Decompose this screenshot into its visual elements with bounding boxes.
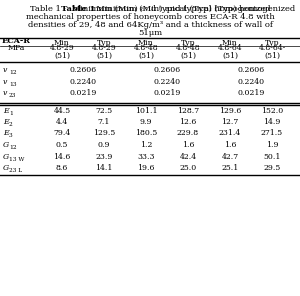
Text: Min: Min [54,39,70,47]
Text: G: G [3,164,9,172]
Text: G: G [3,153,9,161]
Text: 19.6: 19.6 [137,164,155,172]
Text: mechanical properties of honeycomb cores ECA-R 4.8 with: mechanical properties of honeycomb cores… [26,13,275,21]
Text: Table 1 :  Minimum (Min) and typical (Typ) homogenized: Table 1 : Minimum (Min) and typical (Typ… [30,5,270,13]
Text: 129.5: 129.5 [93,129,115,137]
Text: 14.6: 14.6 [53,153,70,161]
Text: 0.2240: 0.2240 [237,78,265,86]
Text: 4.8-64-: 4.8-64- [258,44,286,52]
Text: 129.6: 129.6 [219,107,241,115]
Text: 4.8-29: 4.8-29 [92,44,116,52]
Text: 8.6: 8.6 [56,164,68,172]
Text: Typ: Typ [181,39,195,47]
Text: 0.0219: 0.0219 [237,89,265,97]
Text: 12.7: 12.7 [221,118,239,126]
Text: 1: 1 [9,111,13,116]
Text: 12: 12 [9,145,16,150]
Text: 0.0219: 0.0219 [69,89,97,97]
Text: 7.1: 7.1 [98,118,110,126]
Text: v: v [3,78,8,86]
Text: 79.4: 79.4 [53,129,70,137]
Text: 152.0: 152.0 [261,107,283,115]
Text: (51): (51) [54,52,70,60]
Text: Minimum (Min) and typical (Typ) homogenized: Minimum (Min) and typical (Typ) homogeni… [91,5,295,13]
Text: 4.8-29: 4.8-29 [50,44,74,52]
Text: (51): (51) [222,52,238,60]
Text: Table 1 :: Table 1 : [61,5,101,13]
Text: 50.1: 50.1 [263,153,281,161]
Text: 72.5: 72.5 [95,107,112,115]
Text: 271.5: 271.5 [261,129,283,137]
Text: densities of 29, 48 and 64Kg/m³ and a thickness of wall of: densities of 29, 48 and 64Kg/m³ and a th… [28,21,272,29]
Text: 0.2606: 0.2606 [237,66,265,74]
Text: 12.6: 12.6 [179,118,197,126]
Text: Table 1 :: Table 1 : [132,5,168,13]
Text: 4.4: 4.4 [56,118,68,126]
Text: 51μm: 51μm [138,29,162,37]
Text: 0.9: 0.9 [98,141,110,149]
Text: 1.6: 1.6 [224,141,236,149]
Text: 13: 13 [9,82,16,87]
Text: 4.8-64: 4.8-64 [218,44,242,52]
Text: 2: 2 [9,122,13,127]
Text: 4.8-48: 4.8-48 [176,44,200,52]
Text: 29.5: 29.5 [263,164,280,172]
Text: 42.7: 42.7 [221,153,239,161]
Text: 0.2240: 0.2240 [69,78,97,86]
Text: (51): (51) [180,52,196,60]
Text: 14.9: 14.9 [263,118,281,126]
Text: 42.4: 42.4 [179,153,197,161]
Text: 0.5: 0.5 [56,141,68,149]
Text: Typ: Typ [97,39,111,47]
Text: 0.2606: 0.2606 [153,66,181,74]
Text: Min: Min [222,39,238,47]
Text: 1.9: 1.9 [266,141,278,149]
Text: 1.2: 1.2 [140,141,152,149]
Text: (51): (51) [96,52,112,60]
Text: 128.7: 128.7 [177,107,199,115]
Text: Typ: Typ [265,39,279,47]
Text: (51): (51) [138,52,154,60]
Text: 180.5: 180.5 [135,129,157,137]
Text: 231.4: 231.4 [219,129,241,137]
Text: 101.1: 101.1 [135,107,157,115]
Text: 12: 12 [9,70,16,75]
Text: v: v [3,66,8,74]
Text: 25.1: 25.1 [221,164,239,172]
Text: 23 L: 23 L [9,168,22,173]
Text: 13 W: 13 W [9,157,24,162]
Text: 0.2240: 0.2240 [153,78,181,86]
Text: 23.9: 23.9 [95,153,113,161]
Text: Min: Min [138,39,154,47]
Text: v: v [3,89,8,97]
Text: 44.5: 44.5 [53,107,70,115]
Text: E: E [3,118,9,126]
Text: 25.0: 25.0 [179,164,197,172]
Text: 229.8: 229.8 [177,129,199,137]
Text: 0.0219: 0.0219 [153,89,181,97]
Text: 1.6: 1.6 [182,141,194,149]
Text: MPa: MPa [7,44,25,52]
Text: 4.8-48: 4.8-48 [134,44,158,52]
Text: 0.2606: 0.2606 [69,66,97,74]
Text: G: G [3,141,9,149]
Text: 3: 3 [9,133,13,138]
Text: E: E [3,129,9,137]
Text: E: E [3,107,9,115]
Text: 9.9: 9.9 [140,118,152,126]
Text: 14.1: 14.1 [95,164,113,172]
Text: ECA-R: ECA-R [2,37,31,45]
Text: 33.3: 33.3 [137,153,155,161]
Text: 23: 23 [9,93,16,98]
Text: (51): (51) [264,52,280,60]
